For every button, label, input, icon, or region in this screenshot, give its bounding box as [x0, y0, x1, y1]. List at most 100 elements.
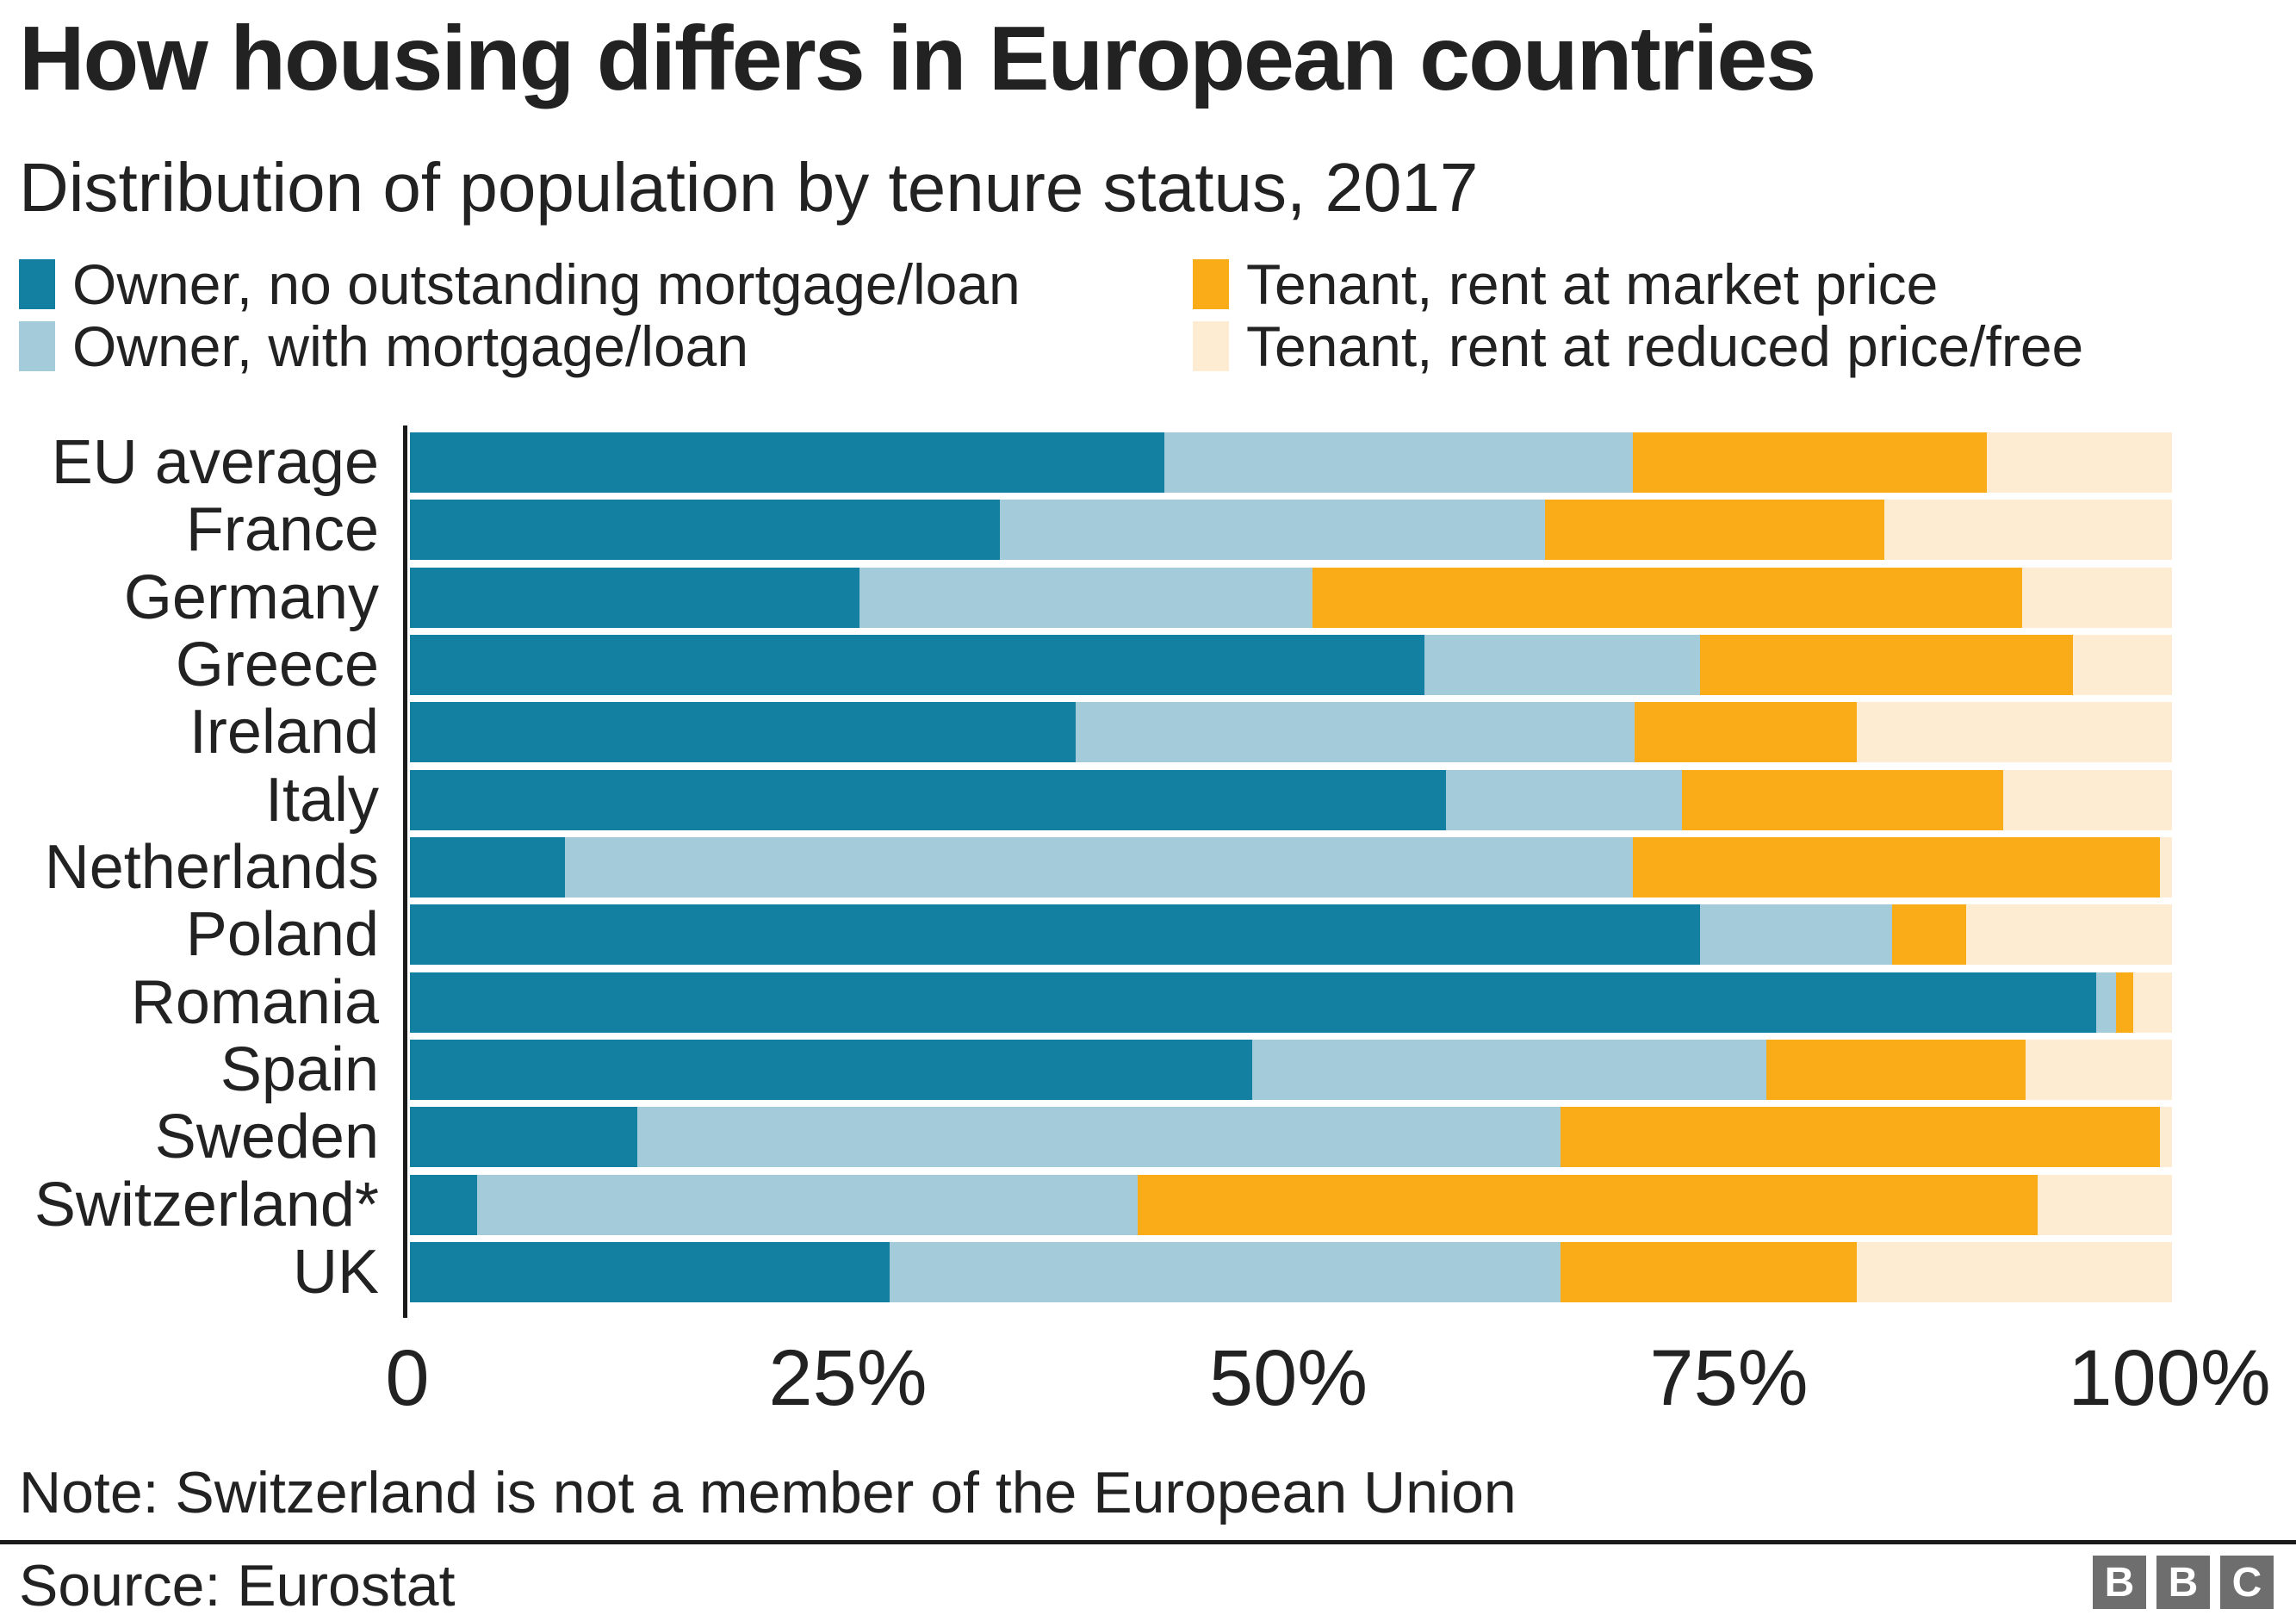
source-credit: Source: Eurostat [19, 1553, 456, 1615]
bar-segment [1884, 500, 2172, 560]
bar-segment [2159, 837, 2172, 898]
bbc-logo-letter: B [2156, 1556, 2210, 1609]
bar-segment [410, 972, 2097, 1033]
x-tick-label: 75% [1649, 1334, 1809, 1422]
bar-segment [1682, 770, 2003, 830]
bar-segment [636, 1107, 1561, 1167]
chart-title: How housing differs in European countrie… [19, 8, 1816, 109]
bar-segment [410, 702, 1077, 762]
bar-segment [1965, 904, 2172, 965]
bar-segment [1561, 1107, 2160, 1167]
bar-segment [859, 568, 1312, 628]
bar-segment [1632, 837, 2160, 898]
country-label: UK [292, 1238, 379, 1307]
bar-segment [2026, 1040, 2172, 1100]
bar-segment [1856, 702, 2172, 762]
legend-label: Tenant, rent at market price [1246, 252, 1939, 316]
bar-segment [2022, 568, 2172, 628]
bar-segment [410, 500, 1001, 560]
legend-swatch-icon [1193, 259, 1229, 309]
bar-segment [1424, 635, 1700, 695]
bar-segment [1699, 904, 1892, 965]
legend-item: Tenant, rent at market price [1193, 252, 1938, 316]
country-label: EU average [51, 428, 379, 497]
bar-segment [410, 568, 859, 628]
bar-segment [1000, 500, 1545, 560]
bar-row [410, 702, 2172, 762]
country-label: Greece [175, 630, 379, 699]
bar-segment [1632, 432, 1988, 493]
x-tick-label: 0 [385, 1334, 430, 1422]
bar-row [410, 904, 2172, 965]
bar-segment [410, 1175, 477, 1235]
footnote: Note: Switzerland is not a member of the… [19, 1460, 1517, 1525]
legend-label: Tenant, rent at reduced price/free [1246, 314, 2084, 378]
bbc-logo-letter: B [2093, 1556, 2146, 1609]
country-label: France [185, 495, 379, 564]
legend-item: Tenant, rent at reduced price/free [1193, 314, 2083, 378]
legend-item: Owner, with mortgage/loan [19, 314, 748, 378]
bar-segment [1699, 635, 2074, 695]
bar-segment [1164, 432, 1633, 493]
bar-row [410, 500, 2172, 560]
bar-row [410, 837, 2172, 898]
country-label: Sweden [154, 1103, 379, 1171]
bar-segment [2038, 1175, 2172, 1235]
bar-row [410, 432, 2172, 493]
country-label: Spain [220, 1035, 379, 1104]
bar-segment [410, 904, 1700, 965]
bar-segment [565, 837, 1633, 898]
country-label: Ireland [189, 698, 379, 767]
bar-segment [1137, 1175, 2038, 1235]
x-tick-label: 50% [1208, 1334, 1368, 1422]
bar-segment [410, 1040, 1252, 1100]
bar-row [410, 635, 2172, 695]
bar-row [410, 972, 2172, 1033]
bar-segment [1561, 1242, 1857, 1302]
bar-row [410, 770, 2172, 830]
bar-segment [2132, 972, 2172, 1033]
country-label: Switzerland* [34, 1171, 379, 1239]
country-label: Netherlands [44, 833, 379, 902]
bar-segment [410, 1107, 637, 1167]
bar-segment [1987, 432, 2172, 493]
footer-divider [0, 1540, 2296, 1544]
legend-item: Owner, no outstanding mortgage/loan [19, 252, 1021, 316]
bar-segment [1251, 1040, 1767, 1100]
bar-segment [410, 770, 1447, 830]
y-axis-line [403, 425, 407, 1318]
bar-segment [1544, 500, 1885, 560]
bar-segment [2002, 770, 2172, 830]
bar-row [410, 1242, 2172, 1302]
x-tick-label: 100% [2068, 1334, 2271, 1422]
legend-label: Owner, no outstanding mortgage/loan [72, 252, 1021, 316]
country-label: Romania [130, 968, 379, 1037]
bar-row [410, 1040, 2172, 1100]
bar-segment [1766, 1040, 2026, 1100]
bar-segment [2073, 635, 2172, 695]
bar-segment [410, 837, 566, 898]
bar-segment [889, 1242, 1561, 1302]
bar-segment [1446, 770, 1683, 830]
bar-row [410, 1175, 2172, 1235]
bar-segment [1312, 568, 2023, 628]
bar-segment [1856, 1242, 2172, 1302]
country-label: Poland [185, 900, 379, 969]
bar-segment [2159, 1107, 2172, 1167]
bar-segment [410, 635, 1425, 695]
country-label: Italy [264, 766, 379, 835]
chart-subtitle: Distribution of population by tenure sta… [19, 149, 1479, 226]
bar-row [410, 1107, 2172, 1167]
legend-swatch-icon [1193, 321, 1229, 371]
bbc-logo-letter: C [2220, 1556, 2274, 1609]
country-label: Germany [123, 563, 379, 632]
legend-swatch-icon [19, 321, 55, 371]
bar-row [410, 568, 2172, 628]
bar-segment [1891, 904, 1966, 965]
bar-segment [1634, 702, 1857, 762]
legend-swatch-icon [19, 259, 55, 309]
bar-segment [410, 432, 1164, 493]
bar-segment [2115, 972, 2133, 1033]
bar-segment [476, 1175, 1138, 1235]
